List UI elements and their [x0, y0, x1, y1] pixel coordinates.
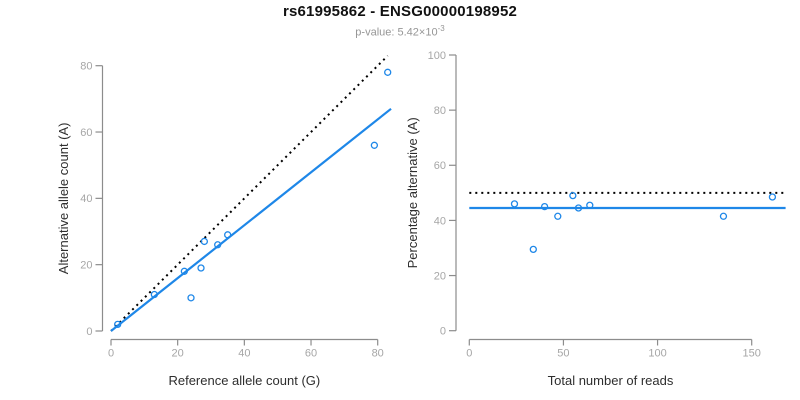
y-tick-label: 0 — [86, 326, 92, 338]
data-point — [214, 241, 222, 249]
data-point — [200, 237, 208, 246]
x-axis-title: Reference allele count (G) — [168, 373, 320, 388]
data-point — [768, 193, 777, 201]
x-tick-label: 0 — [466, 348, 472, 360]
data-point — [224, 231, 232, 239]
y-tick-label: 80 — [434, 105, 446, 117]
allele-count-plot: 0 20 40 60 80 0 20 40 60 80 Reference allele count… — [56, 55, 392, 388]
data-point — [574, 204, 583, 212]
data-point — [180, 267, 188, 275]
data-point — [114, 320, 122, 329]
data-point — [187, 294, 195, 302]
x-tick-label: 100 — [648, 348, 666, 360]
y-axis-title: Percentage alternative (A) — [405, 117, 420, 268]
y-tick-label: 60 — [434, 160, 446, 172]
y-tick-label: 40 — [434, 215, 446, 227]
y-tick-label: 100 — [428, 50, 446, 62]
page-title: rs61995862 - ENSG00000198952 — [282, 3, 518, 20]
pvalue-subtitle: p-value: 5.42×10-3 — [0, 24, 800, 39]
data-point — [569, 191, 577, 200]
data-point — [529, 245, 537, 254]
data-point — [540, 202, 549, 211]
x-axis-title: Total number of reads — [548, 373, 674, 388]
x-tick-label: 20 — [172, 348, 184, 360]
data-point — [586, 201, 594, 209]
y-tick-label: 20 — [80, 260, 92, 272]
y-tick-label: 0 — [440, 326, 446, 338]
x-tick-label: 150 — [743, 348, 761, 360]
percentage-alternative-plot: 0 50 100 150 0 20 40 60 80 100 Total number of rea… — [405, 50, 786, 388]
data-point — [197, 264, 205, 272]
pvalue-text: p-value: 5.42×10 — [355, 26, 438, 39]
data-point — [384, 68, 392, 76]
pvalue-exponent: -3 — [437, 24, 445, 33]
x-tick-label: 0 — [108, 348, 114, 360]
x-tick-label: 80 — [372, 348, 384, 360]
y-tick-label: 80 — [80, 61, 92, 73]
data-point — [510, 200, 519, 208]
x-tick-label: 60 — [305, 348, 317, 360]
y-tick-label: 40 — [80, 193, 92, 205]
y-tick-label: 60 — [80, 127, 92, 139]
data-point — [554, 212, 562, 220]
expected-line — [110, 55, 389, 332]
data-point — [370, 141, 379, 149]
y-axis-title: Alternative allele count (A) — [56, 122, 71, 274]
x-tick-label: 40 — [238, 348, 250, 360]
x-tick-label: 50 — [557, 348, 569, 360]
y-tick-label: 20 — [434, 270, 446, 282]
data-point — [719, 212, 728, 220]
data-point — [150, 290, 158, 299]
